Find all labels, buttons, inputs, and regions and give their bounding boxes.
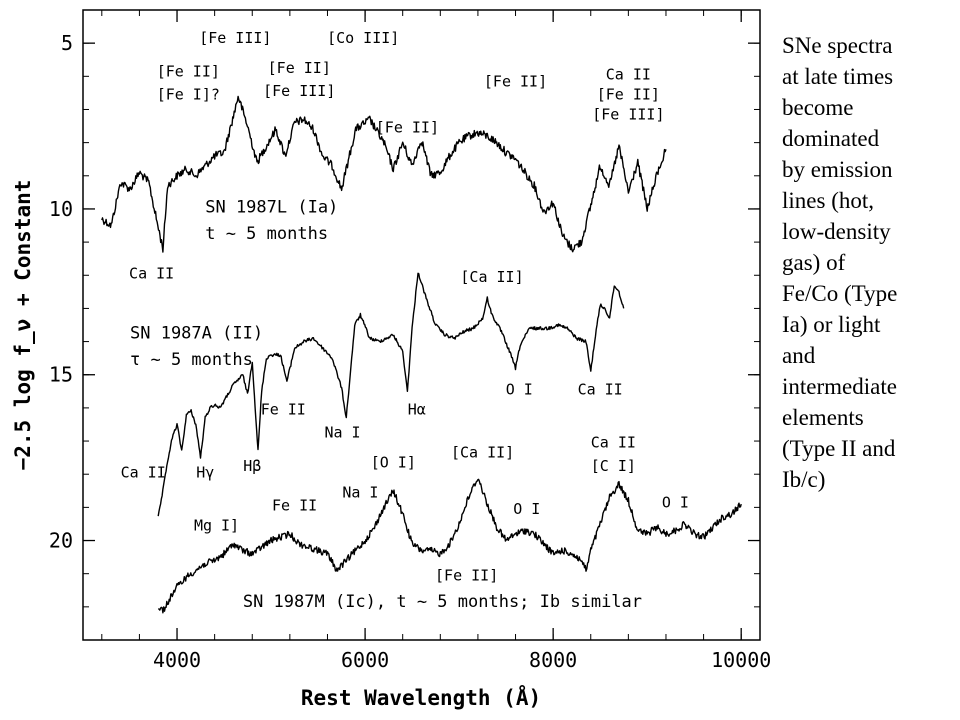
line-id-label: Na I bbox=[324, 424, 360, 442]
line-id-label: [Fe II] bbox=[376, 119, 439, 137]
spectra-series bbox=[101, 95, 742, 614]
y-tick-label: 10 bbox=[49, 197, 73, 221]
line-id-label: O I bbox=[513, 500, 540, 518]
line-annotations: [Fe III] [Co III][Fe II][Fe I]?[Fe II][Fe… bbox=[121, 29, 689, 584]
series-label: t ~ 5 months bbox=[205, 224, 328, 244]
line-id-label: Ca II bbox=[606, 66, 651, 84]
line-id-label: [Fe III] bbox=[199, 29, 271, 47]
axis-tick-labels: 4000 6000 8000 10000 5 10 15 20 bbox=[49, 31, 771, 672]
series-label: τ ~ 5 months bbox=[130, 350, 253, 370]
line-id-label: [Fe II] bbox=[435, 566, 498, 584]
side-note-line: gas) of bbox=[782, 250, 846, 275]
side-note-line: elements bbox=[782, 405, 864, 430]
y-tick-label: 15 bbox=[49, 363, 73, 387]
series-label: SN 1987A (II) bbox=[130, 323, 263, 343]
line-id-label: O I bbox=[662, 493, 689, 511]
spectrum-line-2 bbox=[157, 272, 625, 517]
line-id-label: [Fe II] bbox=[268, 59, 331, 77]
series-labels: SN 1987L (Ia) t ~ 5 months SN 1987A (II) τ … bbox=[130, 197, 642, 612]
line-id-label: [Ca II] bbox=[451, 444, 514, 462]
spectrum-line-1 bbox=[101, 95, 667, 253]
side-note-line: intermediate bbox=[782, 374, 897, 399]
line-id-label: [Fe II] bbox=[597, 86, 660, 104]
side-note-line: dominated bbox=[782, 126, 880, 151]
x-tick-label: 4000 bbox=[153, 648, 201, 672]
line-id-label: Hα bbox=[408, 401, 426, 419]
line-id-label: Fe II bbox=[261, 401, 306, 419]
side-note-line: by emission bbox=[782, 157, 893, 182]
x-tick-label: 8000 bbox=[529, 648, 577, 672]
line-id-label: Hγ bbox=[196, 464, 214, 482]
line-id-label: [C I] bbox=[591, 457, 636, 475]
side-note-line: become bbox=[782, 95, 854, 120]
series-label: SN 1987L (Ia) bbox=[205, 197, 338, 217]
side-note: SNe spectra at late times become dominated b… bbox=[782, 30, 954, 495]
line-id-label: Mg I] bbox=[194, 517, 239, 535]
axis-ticks bbox=[83, 9, 760, 641]
line-id-label: Na I bbox=[342, 483, 378, 501]
plot-frame bbox=[82, 9, 761, 641]
side-note-line: SNe spectra bbox=[782, 33, 893, 58]
side-note-line: Ia) or light bbox=[782, 312, 881, 337]
line-id-label: Ca II bbox=[121, 464, 166, 482]
side-note-line: low-density bbox=[782, 219, 891, 244]
line-id-label: [Co III] bbox=[327, 29, 399, 47]
line-id-label: Ca II bbox=[129, 265, 174, 283]
series-label: SN 1987M (Ic), t ~ 5 months; Ib similar bbox=[243, 592, 642, 612]
spectrum-line-3 bbox=[158, 478, 742, 614]
line-id-label: Ca II bbox=[578, 381, 623, 399]
line-id-label: Fe II bbox=[272, 497, 317, 515]
line-id-label: O I bbox=[506, 381, 533, 399]
x-tick-label: 6000 bbox=[341, 648, 389, 672]
line-id-label: [Fe II] bbox=[157, 62, 220, 80]
y-tick-label: 20 bbox=[49, 529, 73, 553]
line-id-label: Hβ bbox=[243, 457, 261, 475]
y-axis-title: −2.5 log f_ν + Constant bbox=[11, 180, 35, 471]
side-note-line: at late times bbox=[782, 64, 894, 89]
x-tick-label: 10000 bbox=[711, 648, 771, 672]
line-id-label: Ca II bbox=[591, 434, 636, 452]
side-note-line: lines (hot, bbox=[782, 188, 874, 213]
y-tick-label: 5 bbox=[61, 31, 73, 55]
line-id-label: [Fe II] bbox=[484, 72, 547, 90]
side-note-line: (Type II and bbox=[782, 436, 896, 461]
side-note-line: and bbox=[782, 343, 816, 368]
line-id-label: [Fe III] bbox=[263, 82, 335, 100]
x-axis-title: Rest Wavelength (Å) bbox=[301, 685, 541, 710]
line-id-label: [Fe III] bbox=[592, 105, 664, 123]
side-note-line: Fe/Co (Type bbox=[782, 281, 898, 306]
line-id-label: [Fe I]? bbox=[157, 86, 220, 104]
line-id-label: [Ca II] bbox=[460, 268, 523, 286]
side-note-line: Ib/c) bbox=[782, 467, 826, 492]
line-id-label: [O I] bbox=[371, 454, 416, 472]
